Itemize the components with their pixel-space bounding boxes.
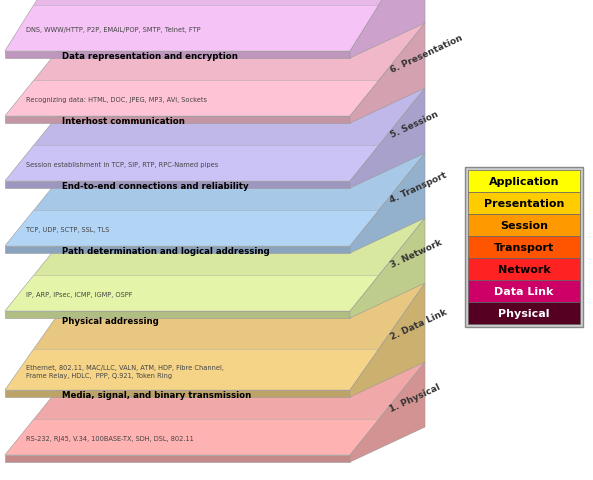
Polygon shape bbox=[465, 168, 583, 327]
Polygon shape bbox=[5, 312, 350, 318]
Text: Recognizing data: HTML, DOC, JPEG, MP3, AVI, Sockets: Recognizing data: HTML, DOC, JPEG, MP3, … bbox=[27, 97, 208, 103]
Polygon shape bbox=[5, 276, 378, 312]
Polygon shape bbox=[350, 283, 425, 397]
Text: Application: Application bbox=[489, 177, 559, 187]
Polygon shape bbox=[468, 171, 580, 192]
Text: RS-232, RJ45, V.34, 100BASE-TX, SDH, DSL, 802.11: RS-232, RJ45, V.34, 100BASE-TX, SDH, DSL… bbox=[27, 435, 195, 441]
Text: Physical: Physical bbox=[498, 308, 550, 318]
Text: Ethernet, 802.11, MAC/LLC, VALN, ATM, HDP, Fibre Channel,
Frame Relay, HDLC,  PP: Ethernet, 802.11, MAC/LLC, VALN, ATM, HD… bbox=[27, 364, 224, 378]
Text: Session establishment in TCP, SIP, RTP, RPC-Named pipes: Session establishment in TCP, SIP, RTP, … bbox=[27, 162, 219, 168]
Polygon shape bbox=[5, 154, 425, 247]
Polygon shape bbox=[350, 89, 425, 189]
Text: Physical addressing: Physical addressing bbox=[62, 316, 158, 325]
Polygon shape bbox=[5, 420, 378, 455]
Polygon shape bbox=[468, 215, 580, 237]
Polygon shape bbox=[350, 154, 425, 253]
Polygon shape bbox=[5, 181, 350, 189]
Polygon shape bbox=[5, 117, 350, 124]
Polygon shape bbox=[5, 89, 425, 181]
Polygon shape bbox=[468, 237, 580, 258]
Polygon shape bbox=[5, 283, 425, 390]
Polygon shape bbox=[5, 82, 378, 117]
Polygon shape bbox=[5, 24, 425, 117]
Text: Presentation: Presentation bbox=[484, 199, 564, 209]
Text: TCP, UDP, SCTP, SSL, TLS: TCP, UDP, SCTP, SSL, TLS bbox=[27, 227, 110, 233]
Text: 1. Physical: 1. Physical bbox=[388, 382, 442, 413]
Polygon shape bbox=[5, 390, 350, 397]
Text: 4. Transport: 4. Transport bbox=[388, 170, 448, 204]
Text: 5. Session: 5. Session bbox=[388, 109, 439, 139]
Polygon shape bbox=[350, 0, 425, 59]
Text: Data Link: Data Link bbox=[495, 287, 554, 296]
Polygon shape bbox=[5, 218, 425, 312]
Text: Transport: Transport bbox=[494, 242, 554, 252]
Text: Data representation and encryption: Data representation and encryption bbox=[62, 52, 238, 61]
Polygon shape bbox=[5, 6, 378, 52]
Polygon shape bbox=[468, 192, 580, 215]
Text: DNS, WWW/HTTP, P2P, EMAIL/POP, SMTP, Telnet, FTP: DNS, WWW/HTTP, P2P, EMAIL/POP, SMTP, Tel… bbox=[27, 27, 201, 33]
Text: Network: Network bbox=[498, 264, 550, 275]
Text: 2. Data Link: 2. Data Link bbox=[388, 307, 448, 341]
Text: Interhost communication: Interhost communication bbox=[62, 117, 184, 126]
Text: Path determination and logical addressing: Path determination and logical addressin… bbox=[62, 247, 269, 255]
Text: 6. Presentation: 6. Presentation bbox=[388, 33, 464, 74]
Polygon shape bbox=[468, 280, 580, 302]
Polygon shape bbox=[5, 247, 350, 253]
Polygon shape bbox=[5, 0, 425, 52]
Polygon shape bbox=[5, 455, 350, 462]
Polygon shape bbox=[468, 258, 580, 280]
Polygon shape bbox=[5, 349, 378, 390]
Polygon shape bbox=[5, 52, 350, 59]
Polygon shape bbox=[350, 24, 425, 124]
Text: Media, signal, and binary transmission: Media, signal, and binary transmission bbox=[62, 390, 251, 399]
Polygon shape bbox=[5, 211, 378, 247]
Text: IP, ARP, IPsec, ICMP, IGMP, OSPF: IP, ARP, IPsec, ICMP, IGMP, OSPF bbox=[27, 292, 133, 298]
Text: 3. Network: 3. Network bbox=[388, 237, 443, 269]
Text: Session: Session bbox=[500, 220, 548, 230]
Polygon shape bbox=[5, 362, 425, 455]
Polygon shape bbox=[5, 146, 378, 181]
Polygon shape bbox=[468, 302, 580, 324]
Polygon shape bbox=[350, 362, 425, 462]
Text: End-to-end connections and reliability: End-to-end connections and reliability bbox=[62, 181, 248, 191]
Polygon shape bbox=[350, 218, 425, 318]
